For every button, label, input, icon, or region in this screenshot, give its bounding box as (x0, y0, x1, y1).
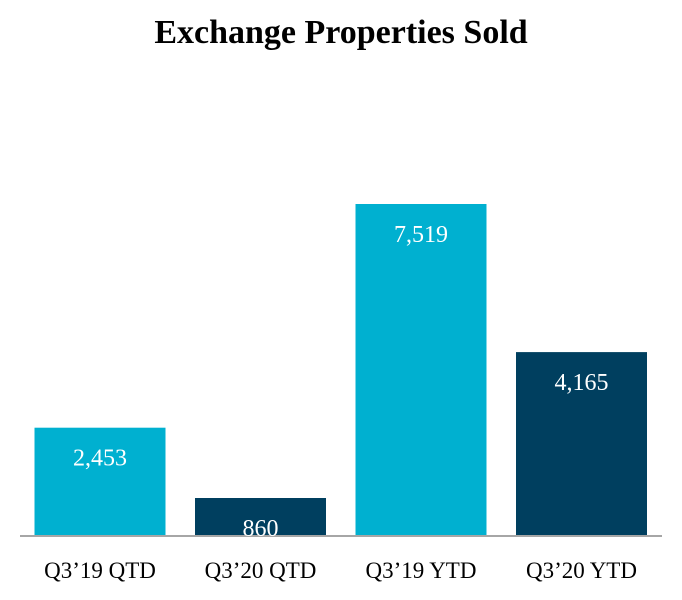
data-label-1: 2,453 (73, 446, 127, 472)
x-tick-label-3: Q3’19 YTD (366, 558, 477, 583)
data-label-2: 860 (243, 516, 279, 542)
labels-layer: 2,453 Q3’19 QTD 860 Q3’20 QTD 7,519 Q3’19 YTD… (44, 222, 637, 583)
bar-4 (516, 352, 647, 536)
data-label-3: 7,519 (394, 222, 448, 248)
x-tick-label-1: Q3’19 QTD (44, 558, 156, 583)
bar-2 (195, 498, 326, 536)
bars-layer (34, 204, 647, 536)
data-label-4: 4,165 (555, 370, 609, 396)
bar-1 (34, 427, 166, 536)
x-tick-label-4: Q3’20 YTD (526, 558, 637, 583)
chart-title: Exchange Properties Sold (154, 14, 528, 51)
x-tick-label-2: Q3’20 QTD (205, 558, 317, 583)
bar-3 (355, 204, 487, 536)
